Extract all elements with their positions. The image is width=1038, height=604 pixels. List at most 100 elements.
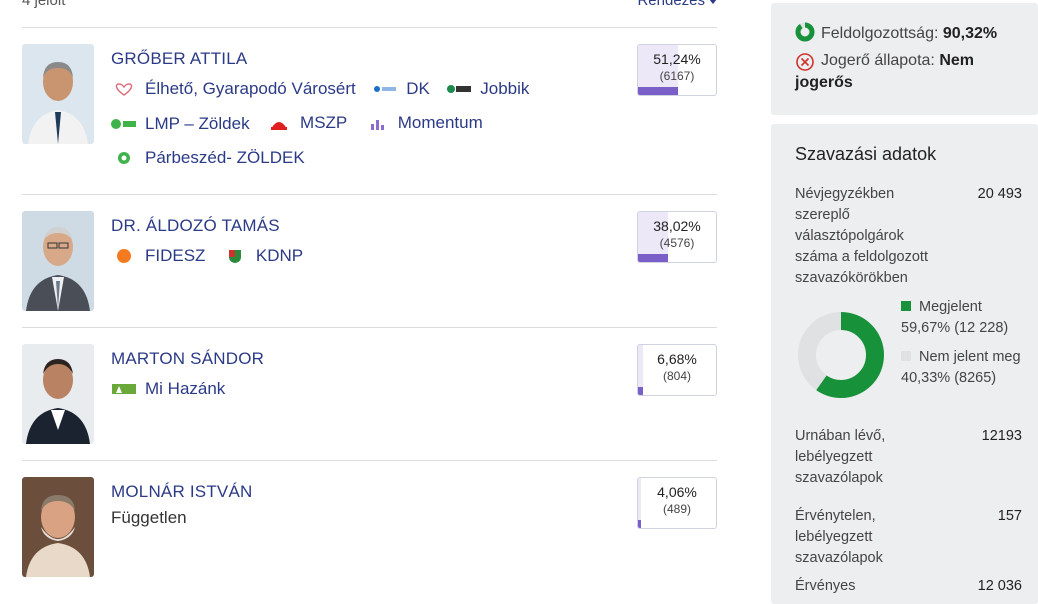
party-list: Mi Hazánk — [111, 378, 631, 412]
candidate-name[interactable]: MARTON SÁNDOR — [111, 349, 265, 368]
legend-value: 59,67% (12 228) — [901, 320, 1009, 336]
candidate-row: MOLNÁR ISTVÁN Független 4,06% (489) — [22, 460, 717, 601]
processed-row: Feldolgozottság: 90,32% — [795, 22, 997, 45]
result-bar — [638, 520, 642, 528]
candidate-row: DR. ÁLDOZÓ TAMÁS FIDESZ KDNP 38,02% (457… — [22, 194, 717, 327]
legend-swatch — [901, 351, 911, 361]
mszp-logo-icon — [266, 115, 292, 131]
result-box: 4,06% (489) — [637, 477, 717, 529]
result-percent: 6,68% — [657, 351, 697, 367]
result-bar — [638, 87, 678, 95]
party-item[interactable]: Momentum — [364, 112, 483, 134]
kdnp-logo-icon — [222, 248, 248, 264]
party-label: KDNP — [255, 246, 304, 265]
registered-value: 20 493 — [977, 186, 1022, 202]
result-votes: (6167) — [659, 69, 695, 83]
candidate-photo — [22, 211, 94, 311]
candidate-list: GRŐBER ATTILA Élhető, Gyarapodó Városért… — [22, 27, 717, 601]
sort-label: Rendezés — [637, 0, 705, 9]
processed-value: 90,32% — [942, 25, 998, 42]
momentum-logo-icon — [364, 115, 390, 131]
party-label: Momentum — [397, 113, 483, 132]
voting-data-panel: Szavazási adatok Névjegyzékben szereplő … — [771, 124, 1038, 604]
party-label: MSZP — [300, 113, 348, 132]
result-box: 51,24% (6167) — [637, 44, 717, 96]
candidate-row: MARTON SÁNDOR Mi Hazánk 6,68% (804) — [22, 327, 717, 460]
party-list: FIDESZ KDNP — [111, 245, 631, 279]
party-list: Élhető, Gyarapodó Városért DK Jobbik LMP… — [111, 78, 631, 181]
party-label: Jobbik — [480, 79, 530, 98]
result-votes: (4576) — [659, 236, 695, 250]
party-item[interactable]: Jobbik — [446, 78, 529, 100]
result-percent: 4,06% — [657, 484, 697, 500]
legend-appeared: Megjelent 59,67% (12 228) — [901, 297, 1031, 339]
candidate-name[interactable]: DR. ÁLDOZÓ TAMÁS — [111, 216, 280, 235]
party-item[interactable]: Élhető, Gyarapodó Városért — [111, 78, 356, 100]
party-label: Élhető, Gyarapodó Városért — [145, 79, 356, 98]
party-label: FIDESZ — [145, 246, 206, 265]
invalid-value: 157 — [997, 508, 1022, 524]
legal-value: Nem jogerős — [795, 52, 974, 91]
legend-absent: Nem jelent meg 40,33% (8265) — [901, 347, 1031, 389]
registered-label: Névjegyzékben szereplő választópolgárok … — [795, 186, 928, 286]
turnout-donut-chart — [798, 312, 884, 398]
party-item[interactable]: KDNP — [222, 245, 303, 267]
party-label: Mi Hazánk — [145, 379, 226, 398]
independent-label: Független — [111, 508, 187, 527]
party-item[interactable]: Mi Hazánk — [111, 378, 225, 400]
candidate-row: GRŐBER ATTILA Élhető, Gyarapodó Városért… — [22, 27, 717, 194]
result-bar — [638, 254, 668, 262]
party-item[interactable]: LMP – Zöldek — [111, 113, 250, 135]
result-votes: (804) — [662, 369, 691, 383]
result-bar — [638, 387, 644, 395]
party-item[interactable]: Párbeszéd- ZÖLDEK — [111, 147, 305, 169]
fidesz-logo-icon — [111, 248, 137, 264]
panel-title: Szavazási adatok — [795, 144, 937, 164]
result-fill-bg — [638, 478, 642, 528]
close-circle-icon — [796, 53, 814, 71]
result-box: 38,02% (4576) — [637, 211, 717, 263]
legend-label: Nem jelent meg — [919, 349, 1021, 365]
party-label: Párbeszéd- ZÖLDEK — [145, 148, 305, 167]
valid-value: 12 036 — [977, 578, 1022, 594]
legal-label: Jogerő állapota: — [821, 52, 935, 69]
candidate-photo — [22, 344, 94, 444]
candidate-photo — [22, 477, 94, 577]
result-fill-bg — [638, 45, 678, 95]
party-item[interactable]: FIDESZ — [111, 245, 205, 267]
party-label: DK — [406, 79, 430, 98]
processed-label: Feldolgozottság: — [821, 25, 939, 42]
candidate-name[interactable]: MOLNÁR ISTVÁN — [111, 482, 253, 501]
dk-logo-icon — [372, 81, 398, 97]
result-percent: 38,02% — [653, 218, 701, 234]
legend-label: Megjelent — [919, 299, 982, 315]
sort-dropdown[interactable]: Rendezés — [637, 0, 717, 9]
progress-ring-icon — [795, 22, 815, 42]
legend-value: 40,33% (8265) — [901, 370, 997, 386]
legal-status-row: Jogerő állapota: Nem jogerős — [795, 50, 1025, 94]
egv-logo-icon — [111, 81, 137, 97]
result-percent: 51,24% — [653, 51, 701, 67]
jobbik-logo-icon — [446, 81, 472, 97]
result-votes: (489) — [662, 502, 691, 516]
lmp-logo-icon — [111, 116, 137, 132]
mihazank-logo-icon — [111, 381, 137, 397]
turnout-arc — [798, 312, 884, 398]
ballots-value: 12193 — [981, 428, 1022, 444]
valid-label: Érvényes — [795, 578, 856, 594]
parbeszed-logo-icon — [111, 150, 137, 166]
result-box: 6,68% (804) — [637, 344, 717, 396]
legend-swatch — [901, 301, 911, 311]
list-header: 4 jelölt Rendezés — [22, 0, 717, 12]
result-fill-bg — [638, 212, 668, 262]
processing-status-panel: Feldolgozottság: 90,32% Jogerő állapota:… — [771, 3, 1038, 115]
candidate-name[interactable]: GRŐBER ATTILA — [111, 49, 248, 68]
candidate-photo — [22, 44, 94, 144]
caret-down-icon — [709, 0, 717, 4]
party-item[interactable]: DK — [372, 78, 430, 100]
ballots-label: Urnában lévő, lebélyegzett szavazólapok — [795, 428, 886, 486]
party-item[interactable]: MSZP — [266, 112, 347, 134]
party-label: LMP – Zöldek — [145, 114, 250, 133]
invalid-label: Érvénytelen, lebélyegzett szavazólapok — [795, 508, 883, 566]
candidate-count: 4 jelölt — [22, 0, 66, 9]
